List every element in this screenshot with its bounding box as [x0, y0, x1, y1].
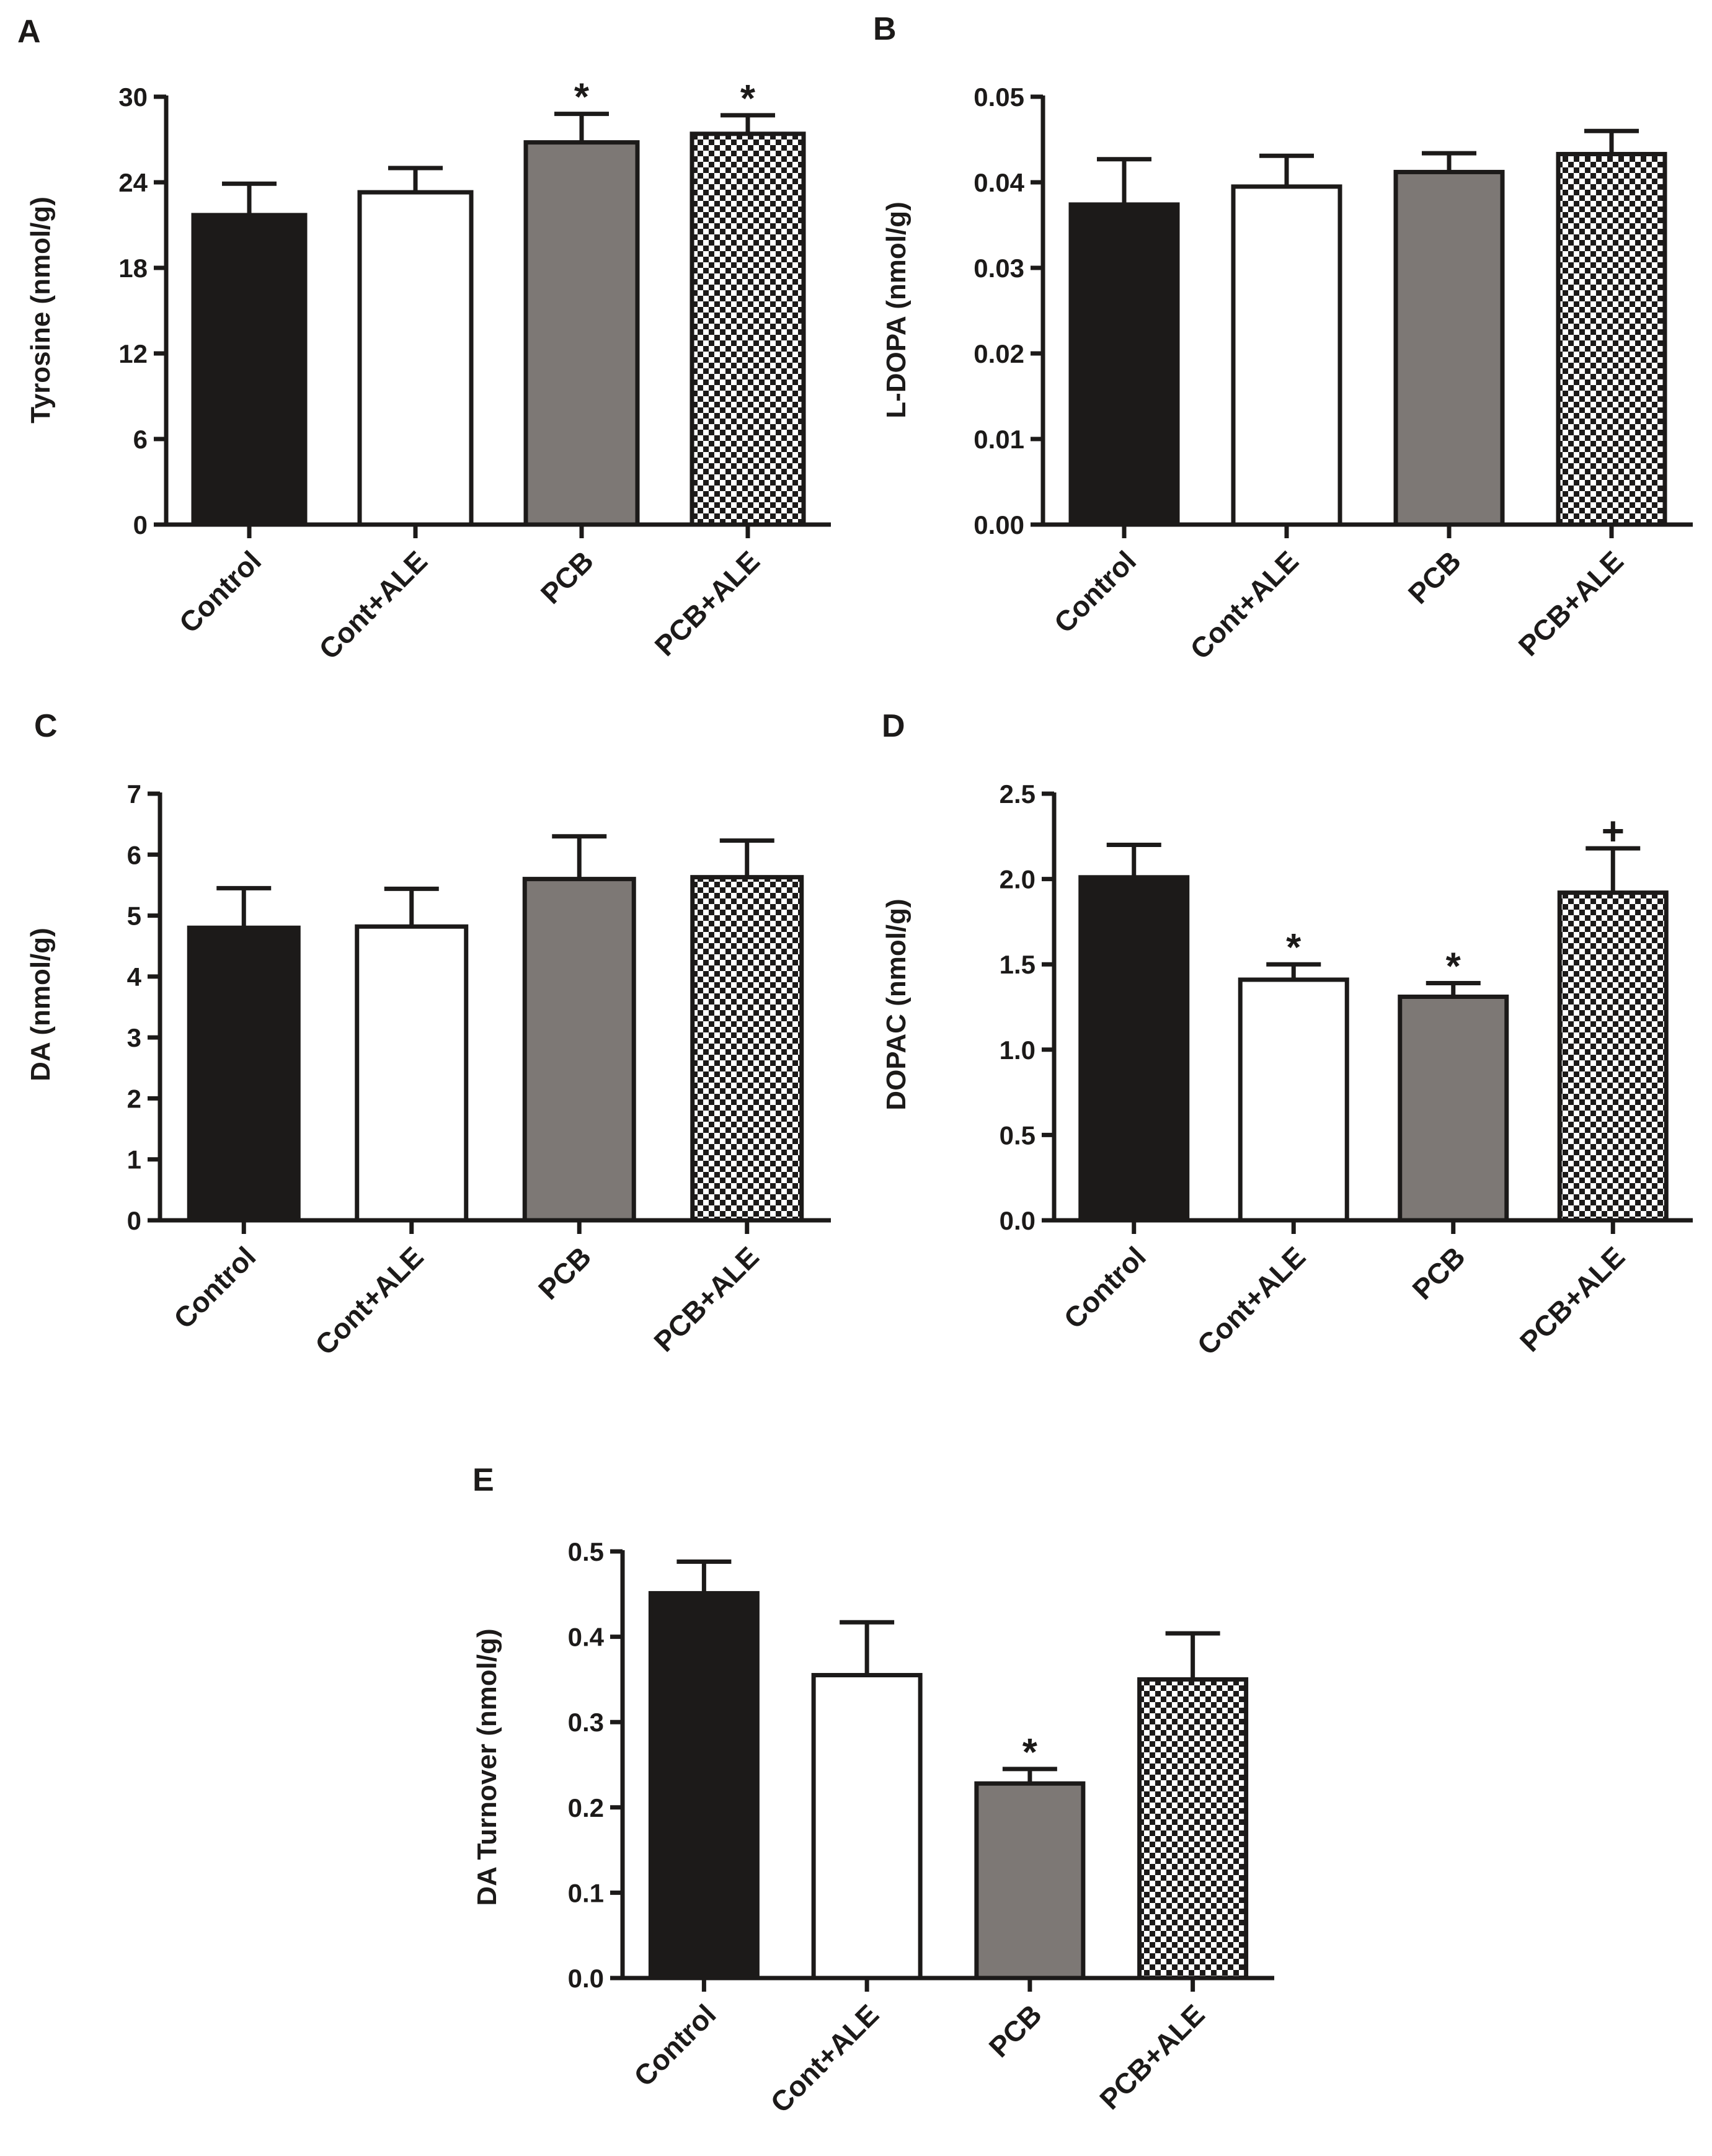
e-y-tick-label: 0.0: [568, 1964, 604, 1993]
c-y-tick-label: 5: [127, 902, 141, 931]
a-y-tick-label: 12: [118, 339, 148, 368]
c-y-tick-label: 0: [127, 1206, 141, 1235]
a-y-tick-label: 30: [118, 82, 148, 112]
d-significance-cont-plus-ale: *: [1286, 926, 1302, 969]
a-y-axis-title: Tyrosine (nmol/g): [25, 197, 56, 424]
c-y-axis-title: DA (nmol/g): [25, 928, 56, 1081]
a-significance-pcb-plus-ale: *: [740, 78, 756, 120]
c-y-tick-label: 6: [127, 840, 141, 869]
d-x-tick-label-pcb-plus-ale: PCB+ALE: [1514, 1240, 1631, 1357]
d-y-tick-label: 1.0: [1000, 1036, 1036, 1065]
c-x-tick-label-pcb-plus-ale: PCB+ALE: [647, 1240, 765, 1357]
d-y-axis-title: DOPAC (nmol/g): [881, 898, 911, 1110]
d-y-tick-label: 2.0: [1000, 865, 1036, 894]
d-y-tick-label: 0.0: [1000, 1206, 1036, 1235]
e-y-tick-label: 0.4: [568, 1623, 605, 1652]
e-y-tick-label: 0.3: [568, 1708, 604, 1737]
b-bar-pcb: [1393, 169, 1505, 527]
b-y-tick-label: 0.02: [974, 339, 1024, 368]
c-bar-pcb-plus-ale: [690, 875, 804, 1223]
c-y-tick-label: 3: [127, 1023, 141, 1052]
b-bar-control: [1068, 202, 1180, 527]
b-y-tick-label: 0.05: [974, 82, 1024, 112]
e-significance-pcb: *: [1022, 1731, 1038, 1774]
d-bar-pcb-plus-ale: [1557, 890, 1669, 1223]
d-bar-control: [1078, 875, 1190, 1223]
panel-e-da-turnover-chart: E 0.0 0.1 0.2 0.3 0.4 0.5 DA Turnover (nmol/g)…: [472, 1462, 1274, 2119]
d-y-tick-label: 2.5: [1000, 779, 1036, 809]
e-y-axis-title: DA Turnover (nmol/g): [472, 1628, 502, 1905]
a-y-tick-label: 0: [133, 510, 148, 539]
a-x-tick-label-pcb-plus-ale: PCB+ALE: [649, 544, 766, 662]
panel-a-tyrosine-chart: A 0 6 12 18 24 30 Tyrosine (nmol/g) Control Cont…: [17, 14, 831, 665]
a-bar-control: [191, 213, 308, 527]
d-x-tick-label-pcb: PCB: [1406, 1240, 1471, 1305]
b-y-tick-label: 0.04: [974, 168, 1024, 197]
c-y-tick-label: 2: [127, 1084, 141, 1113]
e-y-tick-label: 0.5: [568, 1537, 604, 1566]
d-x-tick-label-cont-plus-ale: Cont+ALE: [1191, 1240, 1311, 1361]
d-y-tick-label: 0.5: [1000, 1120, 1036, 1150]
c-x-tick-label-cont-plus-ale: Cont+ALE: [309, 1240, 430, 1361]
e-x-tick-label-cont-plus-ale: Cont+ALE: [764, 1998, 885, 2119]
a-bar-cont-plus-ale: [357, 190, 474, 527]
d-bar-cont-plus-ale: [1238, 977, 1349, 1223]
b-y-tick-label: 0.00: [974, 510, 1024, 539]
b-y-tick-label: 0.01: [974, 425, 1024, 454]
a-x-tick-label-pcb: PCB: [534, 544, 600, 610]
b-bar-pcb-plus-ale: [1556, 151, 1667, 527]
d-x-tick-label-control: Control: [1057, 1240, 1151, 1334]
b-bar-cont-plus-ale: [1231, 184, 1342, 527]
d-y-tick-label: 1.5: [1000, 950, 1036, 979]
e-y-tick-label: 0.1: [568, 1878, 604, 1907]
c-bar-control: [187, 925, 301, 1223]
b-x-tick-label-pcb: PCB: [1402, 544, 1467, 610]
b-x-tick-label-cont-plus-ale: Cont+ALE: [1184, 544, 1305, 665]
b-y-axis-title: L-DOPA (nmol/g): [881, 202, 911, 419]
panel-c-label: C: [34, 708, 58, 744]
panel-d-label: D: [882, 708, 905, 744]
a-significance-pcb: *: [574, 76, 590, 119]
b-x-tick-label-pcb-plus-ale: PCB+ALE: [1512, 544, 1630, 662]
b-y-tick-label: 0.03: [974, 254, 1024, 283]
d-significance-pcb-plus-ale: +: [1602, 809, 1625, 853]
c-bar-pcb: [522, 877, 636, 1223]
panel-b-ldopa-chart: B 0.00 0.01 0.02 0.03 0.04 0.05 L-DOPA (nmol/g…: [873, 11, 1693, 665]
a-y-tick-label: 24: [118, 168, 148, 197]
panel-c-da-chart: C 0 1 2 3 4 5 6 7 DA (nmol/g) Control Cont+ALE PCB P…: [25, 708, 831, 1361]
e-x-tick-label-pcb: PCB: [982, 1998, 1047, 2063]
e-y-tick-label: 0.2: [568, 1793, 604, 1822]
e-x-tick-label-control: Control: [628, 1998, 722, 2092]
a-x-tick-label-cont-plus-ale: Cont+ALE: [313, 544, 433, 665]
e-bar-control: [648, 1590, 760, 1981]
c-y-tick-label: 4: [127, 962, 142, 991]
c-x-tick-label-control: Control: [167, 1240, 262, 1334]
a-bar-pcb-plus-ale: [690, 131, 806, 527]
c-x-tick-label-pcb: PCB: [532, 1240, 597, 1305]
d-significance-pcb: *: [1446, 945, 1461, 988]
panel-e-label: E: [472, 1462, 494, 1498]
e-bar-pcb: [974, 1781, 1086, 1981]
e-x-tick-label-pcb-plus-ale: PCB+ALE: [1093, 1998, 1210, 2115]
c-bar-cont-plus-ale: [355, 924, 469, 1223]
d-bar-pcb: [1398, 994, 1509, 1223]
panel-a-label: A: [17, 14, 41, 50]
a-y-tick-label: 6: [133, 425, 148, 454]
e-bar-cont-plus-ale: [811, 1673, 923, 1981]
panel-b-label: B: [873, 11, 897, 47]
c-y-tick-label: 1: [127, 1145, 141, 1174]
a-bar-pcb: [523, 140, 640, 527]
c-y-tick-label: 7: [127, 779, 141, 809]
b-x-tick-label-control: Control: [1048, 544, 1142, 639]
panel-d-dopac-chart: D 0.0 0.5 1.0 1.5 2.0 2.5 DOPAC (nmol/g) Contro…: [881, 708, 1693, 1361]
e-bar-pcb-plus-ale: [1137, 1677, 1249, 1981]
a-y-tick-label: 18: [118, 254, 148, 283]
a-x-tick-label-control: Control: [173, 544, 267, 639]
